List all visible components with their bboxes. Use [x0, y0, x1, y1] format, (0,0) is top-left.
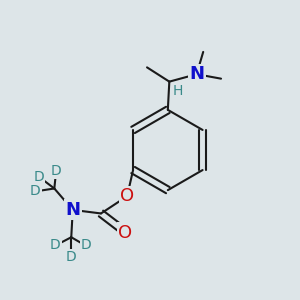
- Text: N: N: [65, 201, 80, 219]
- Text: O: O: [120, 187, 134, 205]
- Text: D: D: [34, 170, 44, 184]
- Text: D: D: [50, 164, 61, 178]
- Text: D: D: [30, 184, 41, 198]
- Text: N: N: [189, 65, 204, 83]
- Text: D: D: [66, 250, 76, 264]
- Text: D: D: [81, 238, 92, 252]
- Text: D: D: [50, 238, 61, 252]
- Text: O: O: [118, 224, 132, 242]
- Text: H: H: [173, 84, 183, 98]
